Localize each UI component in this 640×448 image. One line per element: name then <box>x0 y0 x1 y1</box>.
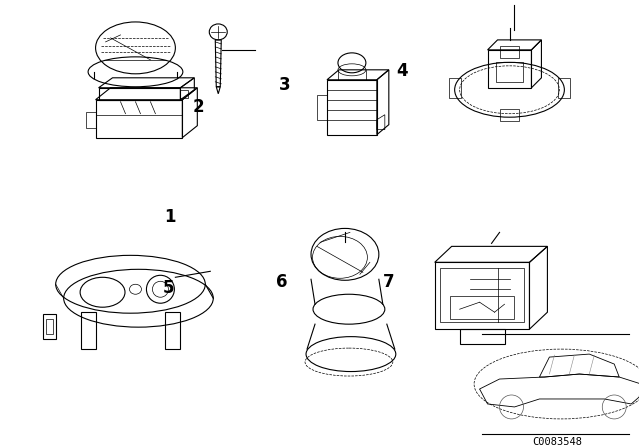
Text: 1: 1 <box>164 208 176 226</box>
Text: C0083548: C0083548 <box>532 437 582 447</box>
Text: 7: 7 <box>383 272 394 290</box>
Text: 4: 4 <box>396 62 408 81</box>
Text: 5: 5 <box>163 279 175 297</box>
Text: 3: 3 <box>279 76 291 94</box>
Text: 2: 2 <box>193 98 205 116</box>
Text: 6: 6 <box>276 272 287 290</box>
